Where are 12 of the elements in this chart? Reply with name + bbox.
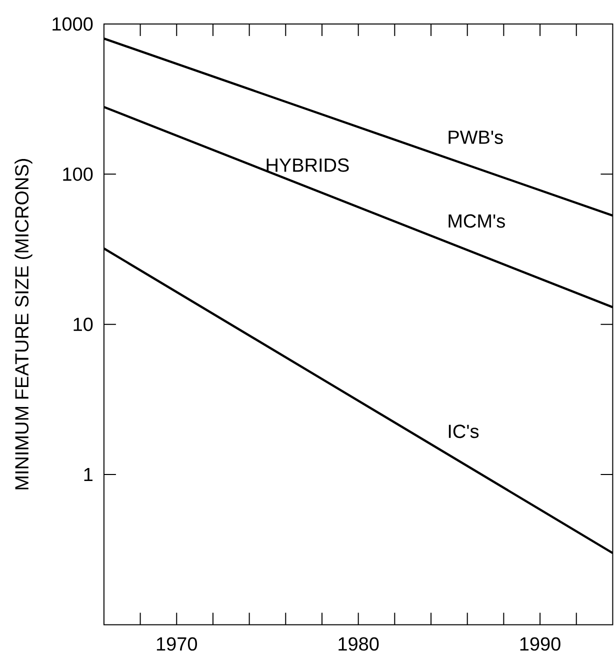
x-tick-label: 1990 [520, 637, 561, 651]
y-tick-label: 10 [74, 318, 93, 332]
x-tick-label: 1980 [338, 637, 379, 651]
y-tick-label: 1 [84, 468, 93, 482]
annotation: HYBRIDS [266, 158, 349, 172]
y-tick-label: 100 [63, 167, 93, 181]
series-label: PWB's [448, 130, 503, 144]
x-tick-label: 1970 [157, 637, 198, 651]
series-label: IC's [449, 424, 479, 438]
y-tick-label: 1000 [52, 17, 93, 31]
series-label: MCM's [448, 214, 506, 228]
y-axis-title: MINIMUM FEATURE SIZE (MICRONS) [14, 159, 32, 490]
